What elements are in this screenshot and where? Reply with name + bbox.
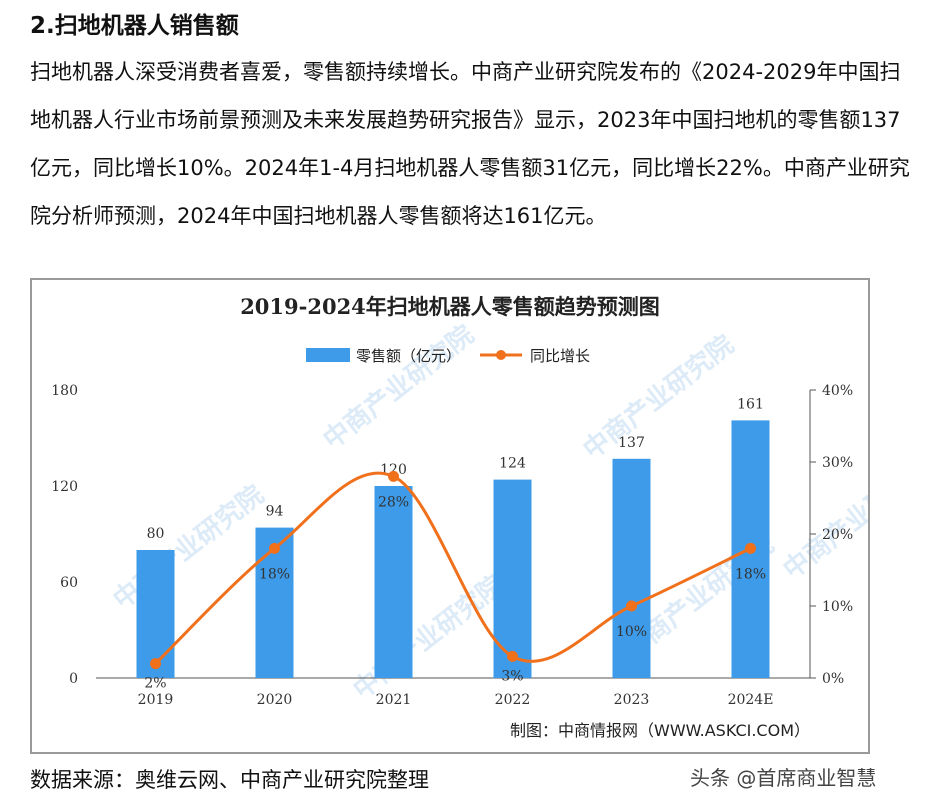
growth-value-label: 2% bbox=[144, 676, 166, 692]
growth-point bbox=[745, 542, 756, 554]
legend-marker bbox=[496, 350, 506, 360]
bar-value-label: 80 bbox=[147, 526, 165, 542]
y-left-tick-label: 180 bbox=[51, 383, 78, 399]
x-tick-label: 2022 bbox=[495, 692, 531, 708]
article-paragraph: 扫地机器人深受消费者喜爱，零售额持续增长。中商产业研究院发布的《2024-202… bbox=[30, 60, 910, 228]
y-left-tick-label: 60 bbox=[60, 575, 78, 591]
watermark-text: 中商产业研究院 bbox=[347, 569, 510, 705]
data-source-note: 数据来源：奥维云网、中商产业研究院整理 bbox=[30, 768, 429, 792]
growth-value-label: 3% bbox=[501, 668, 523, 684]
y-right-tick-label: 10% bbox=[822, 599, 853, 615]
x-tick-label: 2024E bbox=[728, 692, 774, 708]
bar-value-label: 161 bbox=[737, 396, 764, 412]
bar-value-label: 94 bbox=[266, 504, 284, 520]
x-tick-label: 2019 bbox=[138, 692, 174, 708]
legend-swatch-bar bbox=[306, 348, 350, 362]
growth-point bbox=[626, 600, 637, 612]
watermark-text: 中商产业研究院 bbox=[577, 329, 740, 465]
bar bbox=[136, 550, 175, 678]
watermark-text: 中商产业研究院 bbox=[107, 479, 270, 615]
growth-point bbox=[269, 542, 280, 554]
growth-value-label: 10% bbox=[616, 624, 647, 640]
y-right-tick-label: 0% bbox=[822, 671, 844, 687]
bar bbox=[374, 486, 413, 678]
growth-point bbox=[388, 470, 399, 482]
y-right-tick-label: 30% bbox=[822, 455, 853, 471]
x-tick-label: 2020 bbox=[257, 692, 293, 708]
watermark-text: 中商产业研究院 bbox=[317, 319, 480, 455]
y-left-tick-label: 0 bbox=[69, 671, 78, 687]
bar-value-label: 137 bbox=[618, 435, 645, 451]
chart-title: 2019-2024年扫地机器人零售额趋势预测图 bbox=[240, 294, 660, 319]
growth-value-label: 28% bbox=[378, 494, 409, 510]
section-heading: 2.扫地机器人销售额 bbox=[30, 13, 239, 39]
y-left-tick-label: 120 bbox=[51, 479, 78, 495]
y-right-tick-label: 20% bbox=[822, 527, 853, 543]
y-right-tick-label: 40% bbox=[822, 383, 853, 399]
chart-container: 中商产业研究院 中商产业研究院 中商产业研究院 中商产业研究院 中商产业研究院 中商产业研… bbox=[30, 278, 870, 754]
combo-chart: 中商产业研究院中商产业研究院中商产业研究院中商产业研究院中商产业研究院中商产业研… bbox=[51, 294, 868, 740]
growth-value-label: 18% bbox=[259, 566, 290, 582]
growth-point bbox=[150, 658, 161, 670]
chart-maker-note: 制图：中商情报网（WWW.ASKCI.COM） bbox=[510, 721, 810, 740]
legend-label-bar: 零售额（亿元） bbox=[356, 347, 461, 365]
chart-legend: 零售额（亿元） 同比增长 bbox=[306, 347, 590, 365]
bar-value-label: 124 bbox=[499, 456, 526, 472]
x-tick-label: 2021 bbox=[376, 692, 412, 708]
legend-label-line: 同比增长 bbox=[530, 347, 590, 365]
x-tick-label: 2023 bbox=[614, 692, 650, 708]
line-series: 2% 18% 28% 3% 10% 18% bbox=[144, 470, 766, 692]
bar bbox=[493, 479, 532, 678]
bar bbox=[612, 458, 651, 678]
author-credit: 头条 @首席商业智慧 bbox=[690, 766, 877, 790]
growth-point bbox=[507, 650, 518, 662]
growth-value-label: 18% bbox=[735, 566, 766, 582]
